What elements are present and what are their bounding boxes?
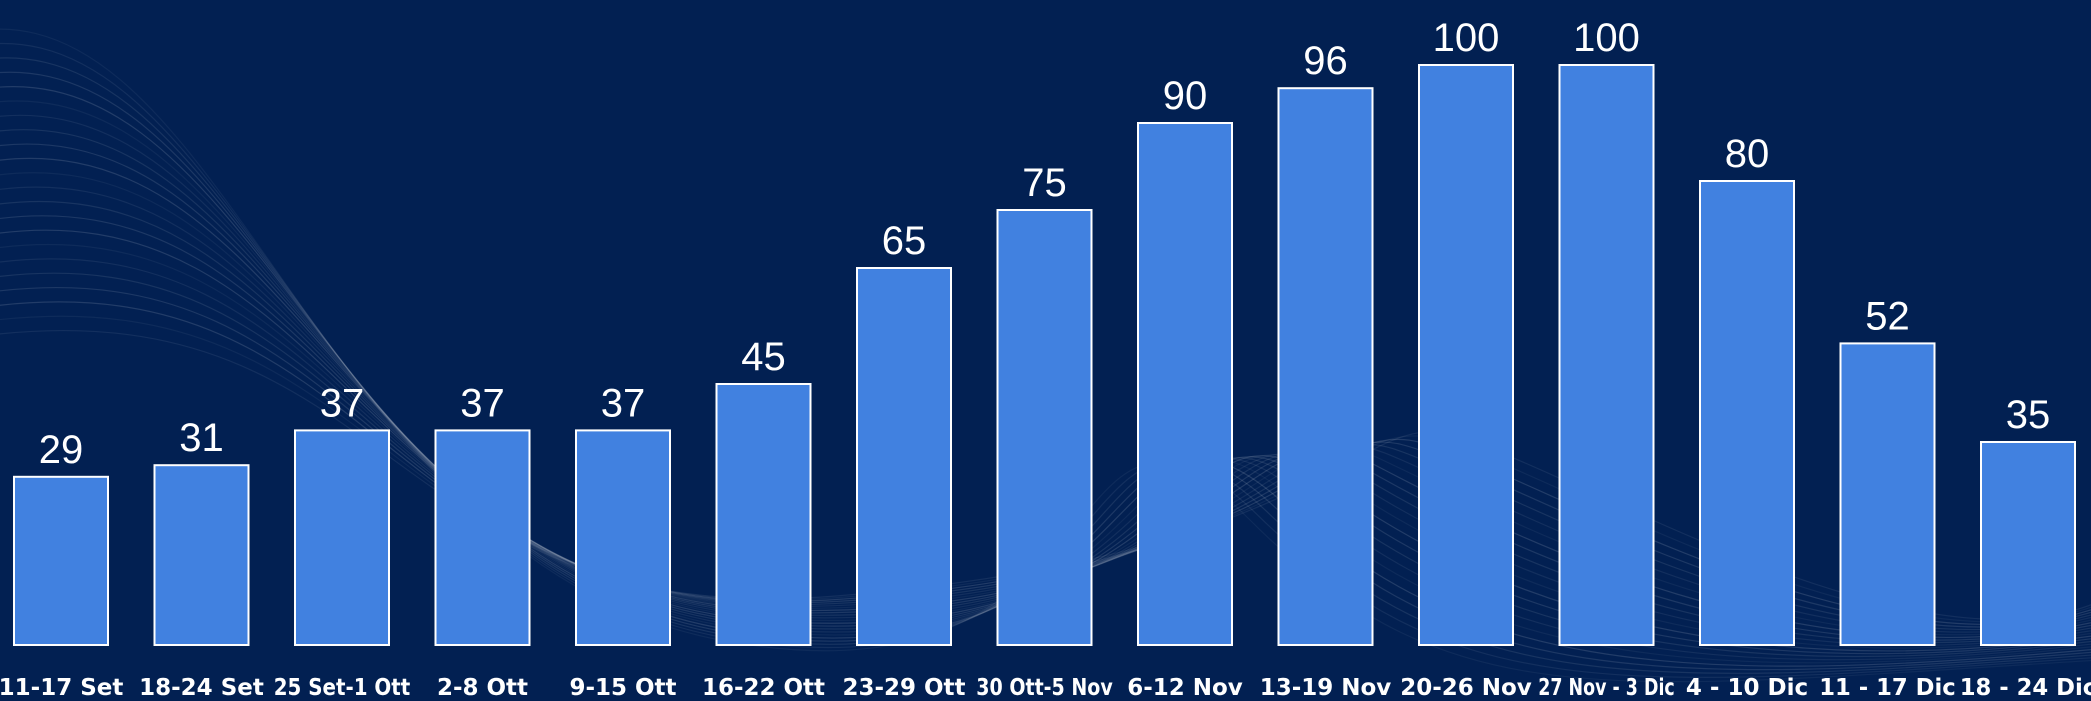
bar: [1277, 87, 1374, 646]
bar-value-label: 90: [1163, 74, 1208, 118]
bar: [1137, 122, 1233, 646]
bar-value-label: 75: [1022, 161, 1067, 205]
bars-group: [13, 64, 2076, 647]
bar: [1699, 180, 1795, 646]
bar: [1980, 441, 2076, 646]
category-label: 20-26 Nov: [1400, 675, 1532, 701]
bar-value-label: 65: [882, 219, 927, 263]
bar-value-label: 29: [39, 428, 84, 472]
category-label: 2-8 Ott: [437, 675, 528, 701]
category-label: 30 Ott-5 Nov: [976, 675, 1113, 701]
category-label: 9-15 Ott: [569, 675, 676, 701]
bar-value-label: 31: [179, 416, 224, 460]
category-label: 18 - 24 Dic: [1960, 675, 2091, 701]
category-label: 11 - 17 Dic: [1819, 675, 1956, 701]
category-label: 16-22 Ott: [702, 675, 825, 701]
bar: [996, 209, 1093, 646]
category-label: 18-24 Set: [139, 675, 264, 701]
category-label: 23-29 Ott: [842, 675, 965, 701]
bar-value-label: 45: [741, 335, 786, 379]
bar-value-label: 100: [1433, 16, 1500, 60]
bar: [434, 429, 531, 646]
bar-value-label: 100: [1573, 16, 1640, 60]
bar-value-label: 52: [1865, 294, 1910, 338]
bar-value-label: 80: [1725, 132, 1770, 176]
bar: [575, 429, 671, 646]
category-label: 11-17 Set: [0, 675, 123, 701]
bar: [856, 267, 952, 646]
category-label: 6-12 Nov: [1127, 675, 1243, 701]
bar-value-label: 37: [601, 381, 646, 425]
bar-value-label: 37: [320, 381, 365, 425]
category-label: 27 Nov - 3 Dic: [1538, 675, 1675, 701]
bar: [715, 383, 812, 646]
bar-value-label: 96: [1303, 39, 1348, 83]
bar: [13, 475, 109, 646]
bar: [1839, 342, 1936, 646]
bar-value-label: 35: [2006, 393, 2051, 437]
bar-value-label: 37: [460, 381, 505, 425]
bar: [1418, 64, 1514, 646]
category-labels-group: 11-17 Set 18-24 Set 25 Set-1 Ott 2-8 Ott 9-1…: [0, 675, 2091, 701]
category-label: 25 Set-1 Ott: [274, 675, 411, 701]
value-labels-group: 29 31 37 37 37 45 65 75 90 96 100 100 80 52 35: [39, 16, 2051, 472]
bar: [1558, 64, 1655, 646]
bar: [294, 429, 390, 646]
bar: [153, 464, 250, 647]
category-label: 4 - 10 Dic: [1686, 675, 1808, 701]
category-label: 13-19 Nov: [1260, 675, 1392, 701]
